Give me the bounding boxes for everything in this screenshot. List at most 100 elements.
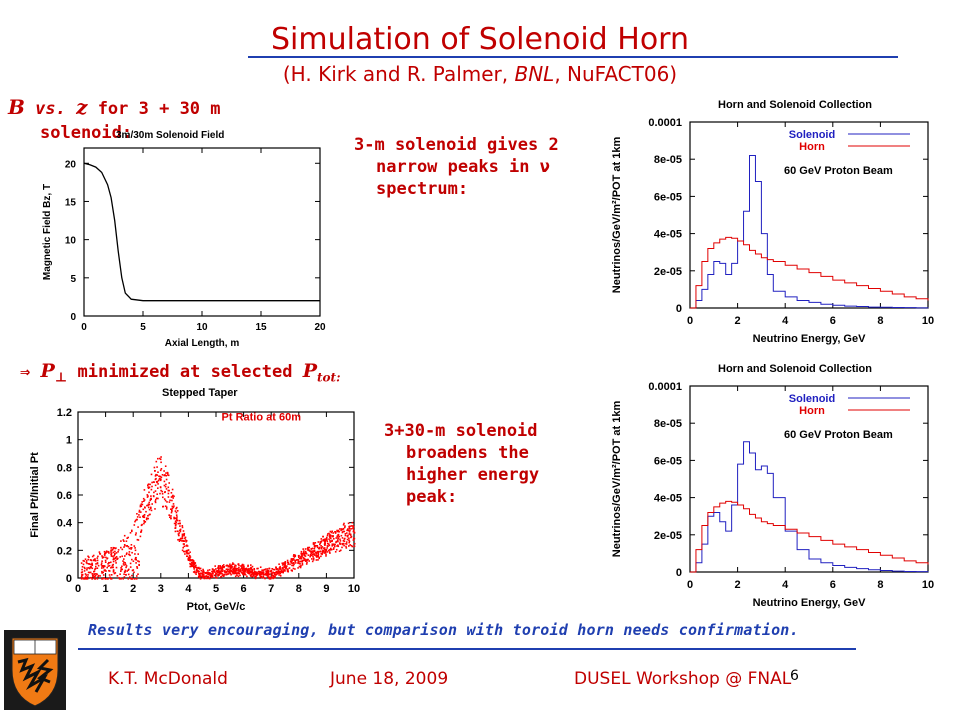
scatter-point: [240, 572, 243, 574]
scatter-point: [323, 552, 326, 554]
scatter-point: [337, 537, 340, 539]
scatter-point: [327, 545, 329, 547]
scatter-point: [169, 516, 171, 518]
scatter-point: [279, 575, 282, 577]
scatter-point: [238, 564, 240, 567]
scatter-point: [284, 562, 287, 565]
scatter-point: [159, 475, 161, 478]
scatter-point: [232, 571, 234, 573]
scatter-point: [332, 548, 335, 550]
scatter-point: [121, 548, 124, 551]
scatter-point: [221, 574, 224, 577]
scatter-point: [174, 522, 177, 525]
scatter-point: [250, 575, 252, 577]
scatter-point: [119, 556, 121, 558]
scatter-point: [306, 559, 308, 562]
scatter-point: [239, 569, 242, 572]
y-tick-label: 8e-05: [654, 154, 682, 166]
x-tick-label: 7: [268, 583, 274, 595]
note-3m: 3-m solenoid gives 2 narrow peaks in ν s…: [354, 134, 559, 200]
scatter-point: [215, 573, 217, 575]
scatter-point: [151, 503, 153, 505]
scatter-point: [280, 569, 283, 571]
scatter-point: [200, 575, 203, 578]
x-tick-label: 4: [782, 579, 789, 591]
scatter-point: [189, 565, 191, 568]
scatter-point: [315, 553, 318, 555]
scatter-point: [339, 538, 341, 541]
scatter-point: [138, 514, 140, 516]
scatter-point: [327, 533, 329, 535]
scatter-point: [86, 567, 88, 569]
scatter-point: [125, 573, 127, 576]
scatter-point: [143, 521, 146, 523]
scatter-point: [167, 472, 169, 474]
scatter-point: [264, 573, 267, 575]
scatter-point: [294, 554, 296, 556]
chart-title: 3m/30m Solenoid Field: [116, 130, 224, 141]
scatter-point: [102, 578, 104, 580]
scatter-point: [175, 521, 177, 524]
scatter-point: [120, 540, 122, 542]
scatter-point: [293, 556, 296, 558]
horn-solenoid-chart-top: Horn and Solenoid Collection 0 2 4 6 8 10 0 2e-0…: [611, 99, 934, 345]
scatter-point: [311, 547, 314, 550]
scatter-point: [175, 507, 177, 510]
scatter-point: [94, 578, 96, 580]
scatter-point: [133, 524, 136, 526]
scatter-point: [112, 560, 115, 563]
scatter-point: [156, 480, 159, 483]
scatter-point: [180, 539, 182, 541]
scatter-point: [127, 536, 129, 539]
title-underline: [248, 56, 898, 58]
scatter-point: [81, 566, 84, 568]
scatter-point: [190, 565, 193, 568]
scatter-point: [100, 563, 103, 566]
scatter-point: [140, 529, 143, 531]
scatter-point: [277, 570, 280, 573]
scatter-point: [219, 565, 222, 568]
scatter-point: [118, 578, 121, 580]
scatter-point: [145, 510, 147, 513]
scatter-point: [226, 568, 228, 570]
scatter-point: [259, 570, 261, 573]
scatter-point: [315, 554, 317, 557]
scatter-point: [255, 574, 258, 577]
scatter-point: [172, 497, 174, 499]
scatter-point: [247, 568, 249, 570]
y-tick-label: 6e-05: [654, 191, 682, 203]
scatter-point: [147, 486, 149, 488]
scatter-point: [334, 543, 336, 546]
scatter-point: [328, 549, 330, 552]
note-3m-line2: narrow peaks in ν: [376, 157, 550, 177]
scatter-point: [268, 574, 270, 576]
scatter-point: [342, 527, 345, 530]
scatter-point: [195, 571, 198, 574]
scatter-point: [232, 562, 234, 564]
scatter-point: [189, 551, 191, 553]
scatter-point: [225, 573, 228, 576]
scatter-point: [99, 575, 101, 577]
scatter-point: [301, 559, 304, 562]
scatter-point: [189, 558, 191, 561]
series-line-solenoid: [690, 154, 929, 309]
scatter-point: [136, 513, 138, 515]
scatter-point: [325, 553, 327, 556]
scatter-point: [127, 578, 130, 580]
scatter-point: [324, 551, 327, 554]
scatter-point: [301, 555, 303, 557]
scatter-point: [257, 567, 259, 570]
scatter-point: [125, 566, 127, 569]
scatter-point: [342, 540, 345, 542]
scatter-point: [297, 567, 299, 569]
scatter-point: [189, 562, 191, 565]
scatter-point: [280, 571, 283, 573]
scatter-point: [242, 570, 245, 573]
scatter-point: [273, 573, 276, 576]
scatter-point: [316, 545, 319, 547]
scatter-point: [328, 535, 331, 537]
scatter-point: [154, 500, 157, 503]
chart-title: Stepped Taper: [162, 387, 238, 399]
scatter-point: [283, 566, 285, 568]
scatter-point: [122, 578, 124, 580]
